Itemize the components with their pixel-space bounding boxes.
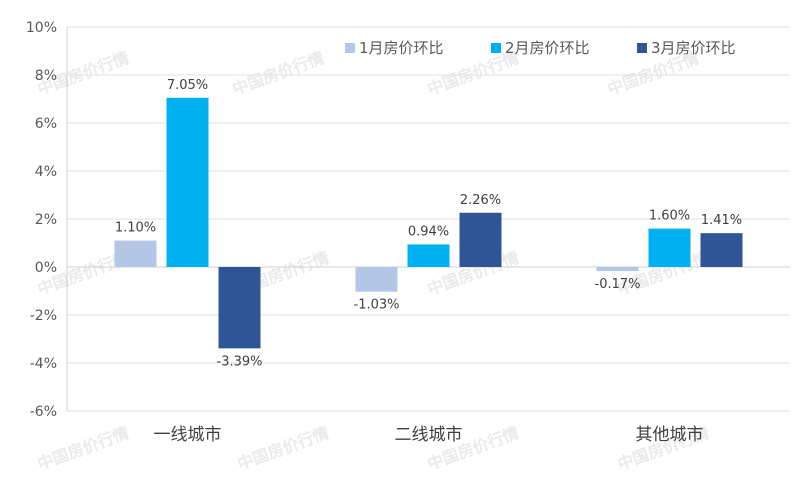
data-label: 1.60% xyxy=(649,209,690,224)
category-label: 其他城市 xyxy=(636,425,704,445)
bar xyxy=(596,267,639,272)
legend-swatch xyxy=(491,43,501,53)
legend-label: 3月房价环比 xyxy=(651,39,736,57)
bar xyxy=(407,244,450,267)
data-label: -1.03% xyxy=(354,298,400,313)
watermark-text: 中国房价行情 xyxy=(230,48,327,99)
data-label: 1.41% xyxy=(701,213,742,228)
y-tick-label: -4% xyxy=(30,356,57,372)
data-label: 2.26% xyxy=(460,193,501,208)
x-axis-categories: 一线城市 二线城市 其他城市 xyxy=(154,425,704,445)
y-tick-label: 6% xyxy=(35,116,57,132)
data-labels: 1.10% 7.05% -3.39% -1.03% 0.94% 2.26% -0.17% 1.… xyxy=(115,78,742,370)
data-label: 1.10% xyxy=(115,221,156,236)
data-label: 0.94% xyxy=(408,224,449,239)
y-tick-label: 4% xyxy=(35,164,57,180)
legend-label: 1月房价环比 xyxy=(359,39,444,57)
y-tick-label: 10% xyxy=(26,20,57,36)
data-label: 7.05% xyxy=(167,78,208,93)
legend-swatch xyxy=(345,43,355,53)
bar xyxy=(355,267,398,292)
y-tick-label: 8% xyxy=(35,68,57,84)
bar xyxy=(459,212,502,267)
y-tick-label: -6% xyxy=(30,404,57,420)
bar xyxy=(700,233,743,267)
legend-label: 2月房价环比 xyxy=(505,39,590,57)
y-tick-label: 0% xyxy=(35,260,57,276)
legend-swatch xyxy=(637,43,647,53)
data-label: -0.17% xyxy=(595,277,641,292)
bar xyxy=(648,228,691,267)
bar xyxy=(114,240,157,267)
bar xyxy=(166,97,209,267)
watermark-text: 中国房价行情 xyxy=(35,423,132,474)
y-tick-label: -2% xyxy=(30,308,57,324)
y-tick-label: 2% xyxy=(35,212,57,228)
category-label: 一线城市 xyxy=(154,425,222,445)
bars xyxy=(114,97,743,349)
watermark-text: 中国房价行情 xyxy=(235,423,332,474)
y-axis-ticks: -6% -4% -2% 0% 2% 4% 6% 8% 10% xyxy=(26,20,57,420)
data-label: -3.39% xyxy=(217,354,263,369)
category-label: 二线城市 xyxy=(395,425,463,445)
legend: 1月房价环比 2月房价环比 3月房价环比 xyxy=(345,39,736,57)
bar xyxy=(218,267,261,349)
